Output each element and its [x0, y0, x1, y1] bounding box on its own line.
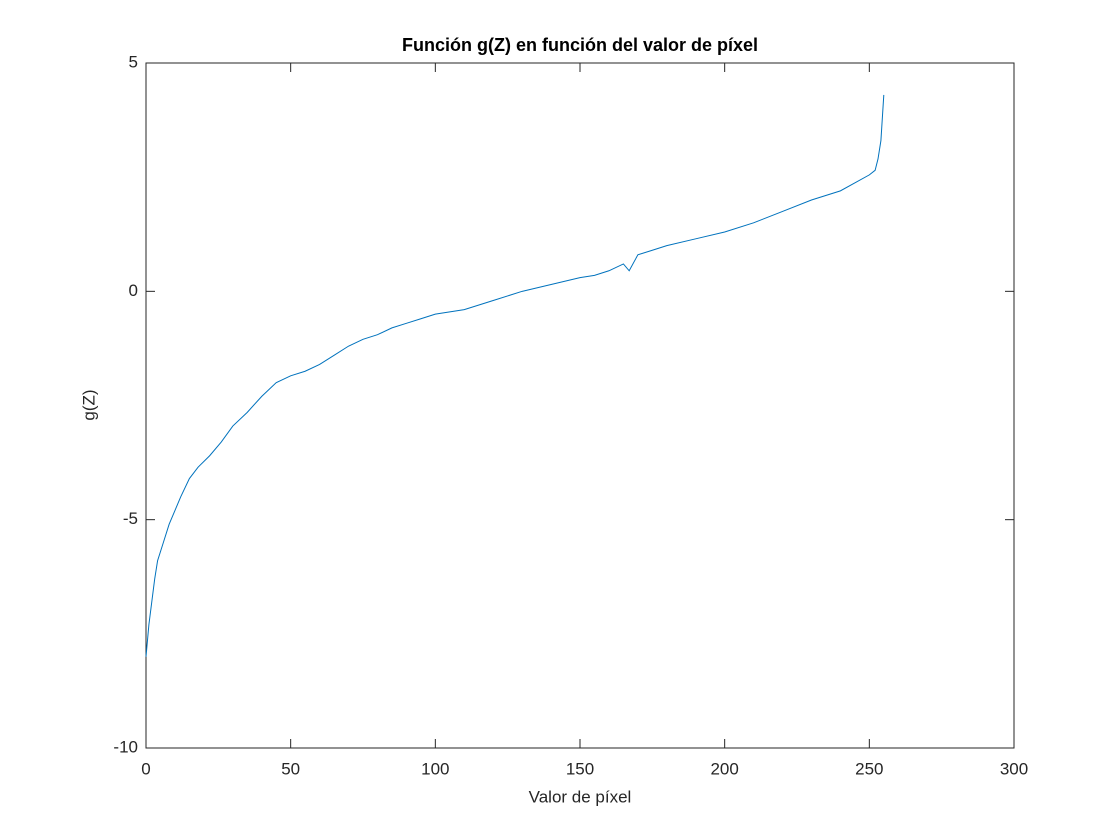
y-tick-label: 5: [129, 52, 138, 71]
x-tick-label: 0: [141, 759, 150, 778]
y-tick-label: -10: [113, 737, 138, 756]
y-tick-label: 0: [129, 281, 138, 300]
x-tick-label: 200: [710, 759, 738, 778]
data-line: [145, 94, 885, 657]
x-tick-label: 50: [281, 759, 300, 778]
x-tick-label: 150: [566, 759, 594, 778]
y-tick-label: -5: [123, 509, 138, 528]
x-tick-label: 300: [1000, 759, 1028, 778]
y-axis-label: g(Z): [79, 389, 98, 420]
x-tick-label: 250: [855, 759, 883, 778]
x-axis-label: Valor de píxel: [529, 787, 632, 806]
x-tick-label: 100: [421, 759, 449, 778]
chart-title: Función g(Z) en función del valor de píx…: [402, 35, 758, 55]
